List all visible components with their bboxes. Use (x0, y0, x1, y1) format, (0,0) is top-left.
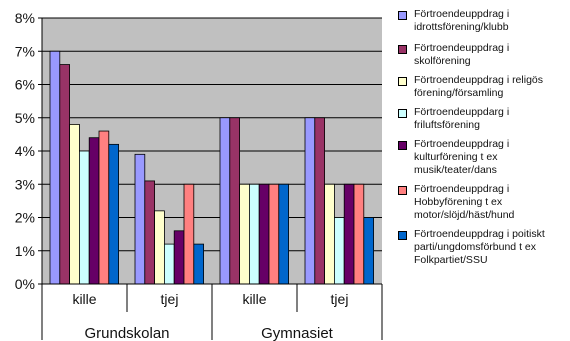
legend-label: Förtroendeuppdrag i kulturförening t ex … (414, 138, 510, 176)
y-tick-label: 7% (15, 43, 35, 59)
legend-item: Förtroendeuppdrag i Hobbyförening t ex m… (398, 183, 566, 222)
y-tick-label: 6% (15, 77, 35, 93)
bar (219, 117, 231, 285)
bar (239, 183, 250, 285)
y-tick-label: 3% (15, 176, 35, 192)
legend-label: Förtroendeuppdrag i idrottsförening/klub… (414, 8, 510, 33)
bar (363, 217, 374, 285)
legend-label: Förtroendeuppdrag i poitiskt parti/ungdo… (414, 228, 545, 266)
legend: Förtroendeuppdrag i idrottsförening/klub… (398, 8, 566, 273)
bar (343, 183, 355, 285)
bar (173, 230, 185, 285)
legend-swatch (398, 11, 407, 20)
x-category-label: tjej (161, 291, 179, 307)
bar (144, 180, 156, 285)
x-category-label: kille (72, 291, 96, 307)
legend-swatch (398, 231, 407, 240)
legend-swatch (398, 141, 407, 150)
legend-label: Förtroendeuppdrag i skolförening (414, 42, 510, 67)
bar (154, 210, 165, 285)
y-tick-label: 2% (15, 210, 35, 226)
legend-swatch (398, 45, 407, 54)
y-tick-label: 1% (15, 243, 35, 259)
legend-item: Förtroendeuppdrag i kulturförening t ex … (398, 138, 566, 177)
bar (59, 64, 70, 285)
legend-item: Förtroendeuppdrag i skolförening (398, 42, 566, 68)
bar (314, 117, 325, 285)
bar (229, 117, 241, 285)
y-tick-label: 5% (15, 110, 35, 126)
bar (353, 183, 365, 285)
bar (88, 137, 100, 285)
legend-item: Förtroendeuppdrag i idrottsförening/klub… (398, 8, 566, 36)
legend-swatch (398, 186, 407, 195)
bar (193, 243, 205, 285)
bar (108, 143, 120, 285)
x-group-label: Grundskolan (84, 325, 169, 341)
y-tick-label: 4% (15, 143, 35, 159)
x-category-label: kille (242, 291, 266, 307)
bar (333, 217, 345, 285)
legend-item: Förtroendeuppdrag i poitiskt parti/ungdo… (398, 228, 566, 267)
legend-item: Förtroendeuppdarg i friluftsförening (398, 106, 566, 132)
legend-swatch (398, 109, 407, 118)
legend-label: Förtroendeuppdarg i friluftsförening (414, 106, 510, 131)
legend-swatch (398, 77, 407, 86)
legend-label: Förtroendeuppdrag i religös förening/för… (414, 74, 543, 99)
bar (79, 150, 90, 285)
bar (268, 183, 280, 285)
y-tick-label: 8% (15, 10, 35, 26)
bar (49, 50, 61, 285)
axes: 0% 1% 2% 3% 4% 5% 6% 7% 8% kille tjej kille tjej Grun… (15, 10, 383, 341)
bar (163, 243, 175, 285)
bar (324, 183, 335, 285)
x-category-label: tjej (331, 291, 349, 307)
y-tick-label: 0% (15, 276, 35, 292)
bar (278, 183, 289, 285)
bar (98, 130, 110, 285)
legend-item: Förtroendeuppdrag i religös förening/för… (398, 74, 566, 100)
bar (304, 117, 316, 285)
bar (258, 183, 270, 285)
legend-label: Förtroendeuppdrag i Hobbyförening t ex m… (414, 183, 515, 221)
bar (183, 183, 195, 285)
bar (69, 124, 80, 285)
x-group-label: Gymnasiet (261, 325, 334, 341)
bar (248, 183, 260, 285)
bar (134, 153, 146, 285)
